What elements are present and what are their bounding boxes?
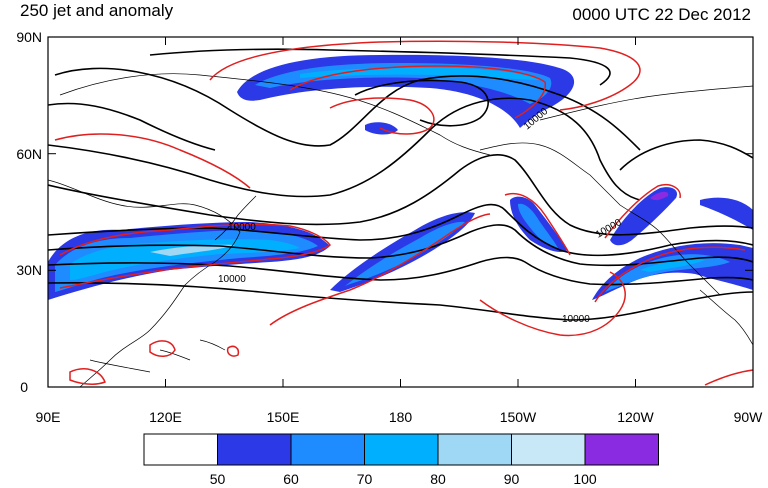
colorbar-box-5 — [437, 433, 512, 466]
height-contours — [48, 48, 753, 321]
coastline-japan — [214, 195, 257, 241]
lon-label-120e: 120E — [149, 409, 182, 425]
anomaly-contour-arctic-outer — [209, 40, 641, 111]
jet-shade-na-mid — [605, 254, 730, 292]
colorbar-label-60: 60 — [283, 471, 299, 487]
chart-title: 250 jet and anomaly — [20, 1, 174, 20]
lon-label-120w: 120W — [617, 409, 654, 425]
anomaly-contour-canada — [604, 184, 681, 239]
map-panel: 10000 10000 10000 10000 10000 90N 60N 30… — [16, 29, 763, 425]
contour-label-2: 10000 — [218, 274, 246, 285]
coastline-central-america — [699, 289, 753, 346]
coastline-siberia — [59, 73, 491, 156]
lon-label-180: 180 — [389, 409, 413, 425]
jet-shade-na-core — [640, 259, 705, 272]
anomaly-contour-tropics-3 — [69, 368, 106, 385]
jet-shade-canada-outer — [610, 187, 678, 246]
colorbar-box-3 — [290, 433, 365, 466]
colorbar-box-7 — [584, 433, 659, 466]
jet-shade-east-blob — [700, 197, 753, 230]
height-contour-1 — [54, 67, 641, 151]
lat-label-60n: 60N — [16, 146, 42, 162]
height-contour-low-3 — [619, 139, 753, 171]
colorbar-box-2 — [217, 433, 292, 466]
jet-shade-asia-core — [70, 239, 300, 280]
jet-shade-gulf-inner — [518, 203, 558, 248]
contour-label-1: 10000 — [228, 222, 256, 233]
colorbar: 50 60 70 80 90 100 — [143, 433, 659, 487]
lon-label-90e: 90E — [36, 409, 61, 425]
anomaly-contour-tropics-1 — [149, 340, 176, 357]
anomaly-contour-arctic-low — [329, 97, 435, 135]
coastline-indonesia — [89, 339, 226, 373]
lon-label-150w: 150W — [500, 409, 537, 425]
height-contour-3 — [48, 154, 753, 236]
contour-label-3: 10000 — [562, 314, 590, 325]
coastlines — [48, 73, 753, 387]
coastline-alaska — [479, 142, 721, 296]
jet-shade-asia-peak — [150, 244, 235, 256]
lon-label-90w: 90W — [734, 409, 764, 425]
anomaly-contour-gulf — [504, 193, 571, 256]
anomaly-contour-central — [269, 213, 491, 326]
height-contour-low-2 — [354, 79, 489, 127]
colorbar-label-50: 50 — [210, 471, 226, 487]
colorbar-label-90: 90 — [504, 471, 520, 487]
latitude-axis — [48, 36, 753, 388]
height-contour-5 — [48, 224, 753, 267]
jet-shade-canada-peak — [650, 191, 669, 201]
anomaly-contour-asia-jet — [59, 223, 332, 289]
anomaly-contour-tropics-2 — [226, 345, 240, 357]
anomaly-contour-asia-north — [54, 133, 251, 189]
anomaly-contour-arctic-inner — [289, 65, 546, 119]
valid-time-label: 0000 UTC 22 Dec 2012 — [572, 5, 751, 24]
coastline-north-america — [539, 85, 753, 121]
colorbar-label-100: 100 — [573, 471, 597, 487]
height-contour-6 — [48, 256, 753, 286]
colorbar-label-80: 80 — [430, 471, 446, 487]
anomaly-contours — [54, 40, 753, 386]
colorbar-box-6 — [511, 433, 586, 466]
anomaly-contour-na-jet — [594, 246, 746, 303]
colorbar-label-70: 70 — [357, 471, 373, 487]
longitude-axis — [47, 37, 754, 387]
anomaly-contour-east-pacific — [479, 271, 626, 337]
height-contour-arctic-west — [48, 102, 216, 151]
height-contour-2 — [48, 97, 641, 201]
colorbar-box-1 — [143, 433, 218, 466]
colorbar-box-4 — [364, 433, 439, 466]
height-contour-low-1 — [149, 48, 611, 86]
lon-label-150e: 150E — [267, 409, 300, 425]
anomaly-contour-se-corner — [704, 369, 753, 386]
lat-label-90n: 90N — [16, 29, 42, 45]
height-contour-7 — [48, 282, 753, 321]
lat-label-30n: 30N — [16, 262, 42, 278]
lat-label-0: 0 — [20, 379, 28, 395]
coastline-asia — [48, 179, 241, 387]
height-contour-4 — [48, 203, 753, 257]
